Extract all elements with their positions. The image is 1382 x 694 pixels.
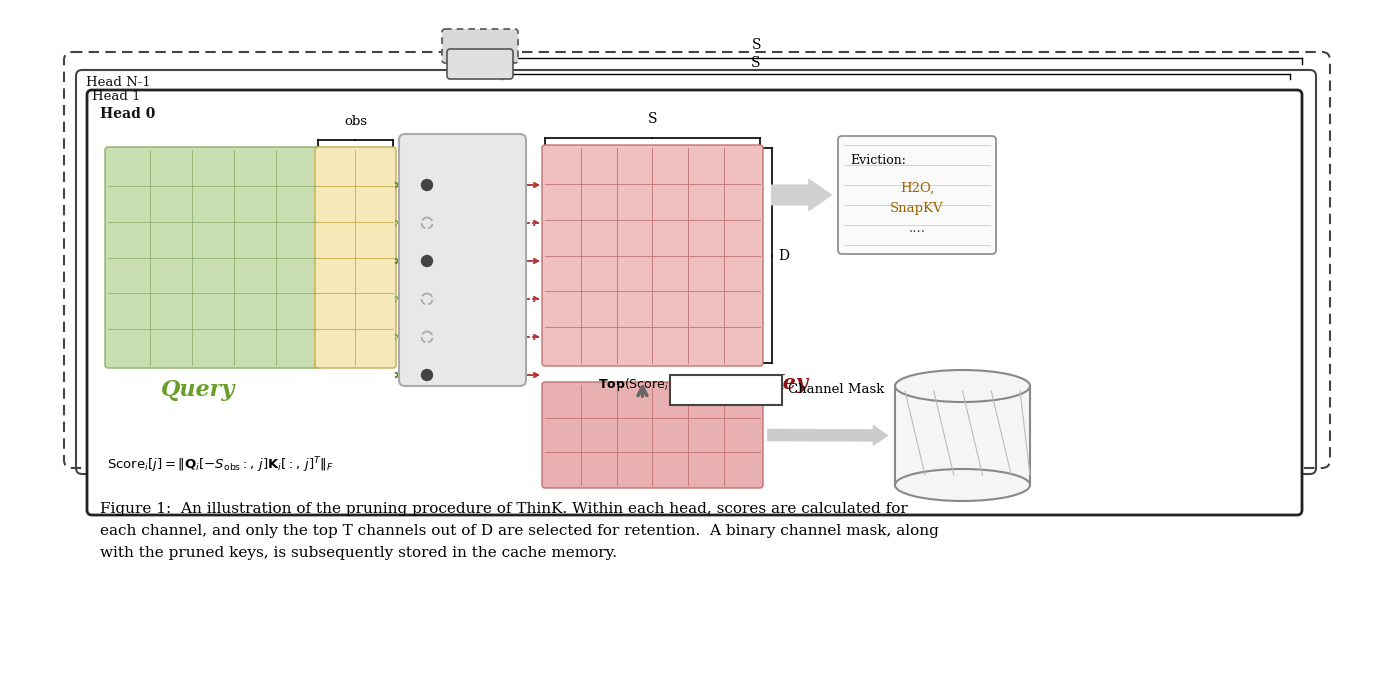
FancyBboxPatch shape — [670, 375, 782, 405]
Text: Key: Key — [766, 373, 808, 393]
Text: 0.2: 0.2 — [439, 330, 462, 344]
FancyBboxPatch shape — [87, 90, 1302, 515]
Text: $\mathbf{Top}(\mathrm{Score}_i, T)$: $\mathbf{Top}(\mathrm{Score}_i, T)$ — [598, 376, 687, 393]
Circle shape — [422, 180, 433, 190]
Text: each channel, and only the top T channels out of D are selected for retention.  : each channel, and only the top T channel… — [100, 524, 938, 538]
Text: 7.8: 7.8 — [439, 368, 462, 382]
Text: 0: 0 — [749, 383, 757, 396]
FancyBboxPatch shape — [442, 29, 518, 63]
FancyBboxPatch shape — [446, 49, 513, 79]
Text: 0: 0 — [731, 383, 739, 396]
FancyBboxPatch shape — [315, 147, 397, 368]
Text: Cache: Cache — [938, 428, 987, 443]
Text: 4.5: 4.5 — [439, 254, 462, 268]
Text: Figure 1:  An illustration of the pruning procedure of ThinK. Within each head, : Figure 1: An illustration of the pruning… — [100, 502, 908, 516]
Circle shape — [422, 255, 433, 266]
FancyBboxPatch shape — [837, 136, 996, 254]
Text: 1: 1 — [677, 383, 685, 396]
Text: S: S — [648, 112, 658, 126]
Text: Head N-1: Head N-1 — [86, 76, 151, 89]
Text: 1: 1 — [767, 383, 775, 396]
FancyBboxPatch shape — [542, 145, 763, 366]
FancyArrowPatch shape — [771, 180, 831, 210]
FancyBboxPatch shape — [896, 386, 1030, 485]
Text: with the pruned keys, is subsequently stored in the cache memory.: with the pruned keys, is subsequently st… — [100, 546, 616, 560]
FancyBboxPatch shape — [399, 134, 527, 386]
Text: $\mathrm{Score}_i[j] = \|\mathbf{Q}_i[-S_{\mathrm{obs}}:,\, j]\mathbf{K}_i[:,\, : $\mathrm{Score}_i[j] = \|\mathbf{Q}_i[-S… — [106, 455, 334, 475]
Ellipse shape — [896, 469, 1030, 501]
Text: 0: 0 — [695, 383, 703, 396]
Text: SnapKV: SnapKV — [890, 202, 944, 215]
FancyBboxPatch shape — [105, 147, 321, 368]
Text: obs: obs — [344, 115, 368, 128]
Text: 0.1: 0.1 — [439, 292, 462, 306]
Ellipse shape — [896, 370, 1030, 402]
Text: Channel Mask: Channel Mask — [789, 383, 884, 396]
Text: 5.2: 5.2 — [439, 178, 462, 192]
Text: S: S — [752, 56, 760, 70]
Text: Eviction:: Eviction: — [850, 154, 905, 167]
Text: Score$_0$: Score$_0$ — [435, 156, 491, 175]
Text: 1: 1 — [713, 383, 721, 396]
Text: Head 0: Head 0 — [100, 107, 155, 121]
Text: D: D — [778, 248, 789, 262]
Text: H2O,: H2O, — [900, 182, 934, 195]
Text: 0.1: 0.1 — [439, 216, 462, 230]
Text: Head 1: Head 1 — [93, 90, 141, 103]
FancyBboxPatch shape — [542, 382, 763, 488]
Text: ....: .... — [908, 222, 926, 235]
FancyArrowPatch shape — [768, 425, 887, 445]
Text: S: S — [752, 38, 761, 52]
Circle shape — [422, 369, 433, 380]
Text: Query: Query — [160, 379, 235, 401]
